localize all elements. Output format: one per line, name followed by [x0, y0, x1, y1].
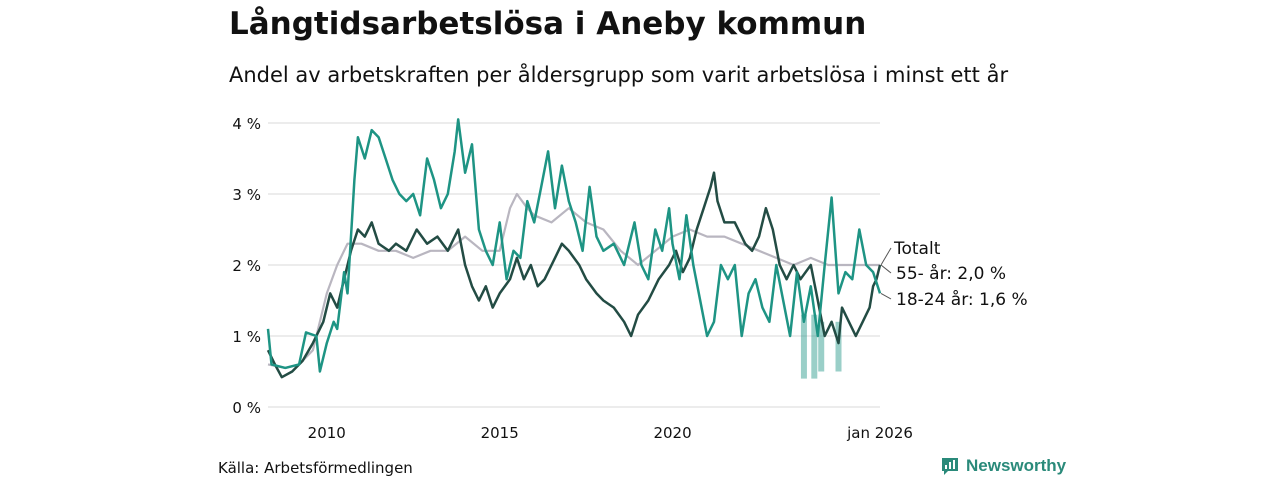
x-tick-label: 2010 [308, 424, 346, 442]
gridlines [268, 122, 880, 408]
uncertainty-band [800, 314, 842, 379]
series-line-2 [266, 118, 882, 373]
y-tick-label: 3 % [232, 186, 261, 204]
y-tick-label: 4 % [232, 115, 261, 133]
chart-title: Långtidsarbetslösa i Aneby kommun [229, 6, 867, 42]
series-end-label: 18-24 år: 1,6 % [896, 289, 1028, 310]
uncertainty-bar [800, 314, 807, 379]
x-tick-label: 2015 [481, 424, 519, 442]
x-axis-ticks: 2010 2015 2020 jan 2026 [308, 424, 913, 442]
label-leader [880, 247, 892, 266]
x-tick-label: 2020 [653, 424, 691, 442]
uncertainty-bar [835, 321, 842, 372]
label-leader [880, 292, 892, 300]
brand-logo[interactable]: Newsworthy [940, 456, 1066, 476]
series-end-label: Totalt [893, 239, 941, 259]
x-tick-label: jan 2026 [846, 424, 913, 442]
brand-name: Newsworthy [966, 456, 1067, 475]
label-leader [880, 264, 892, 274]
series-labels: Totalt 55- år: 2,0 % 18-24 år: 1,6 % [880, 239, 1028, 310]
source-note: Källa: Arbetsförmedlingen [218, 459, 413, 477]
y-tick-label: 2 % [232, 257, 261, 275]
series-lines [266, 118, 882, 379]
series-end-label: 55- år: 2,0 % [896, 263, 1006, 284]
newsworthy-logo-icon [942, 458, 958, 475]
y-tick-label: 1 % [232, 328, 261, 346]
y-axis-ticks: 0 % 1 % 2 % 3 % 4 % [232, 115, 261, 417]
series-line-1 [266, 171, 882, 379]
uncertainty-bar [818, 321, 825, 372]
y-tick-label: 0 % [232, 399, 261, 417]
chart-subtitle: Andel av arbetskraften per åldersgrupp s… [229, 63, 1009, 87]
uncertainty-bar [811, 314, 818, 379]
